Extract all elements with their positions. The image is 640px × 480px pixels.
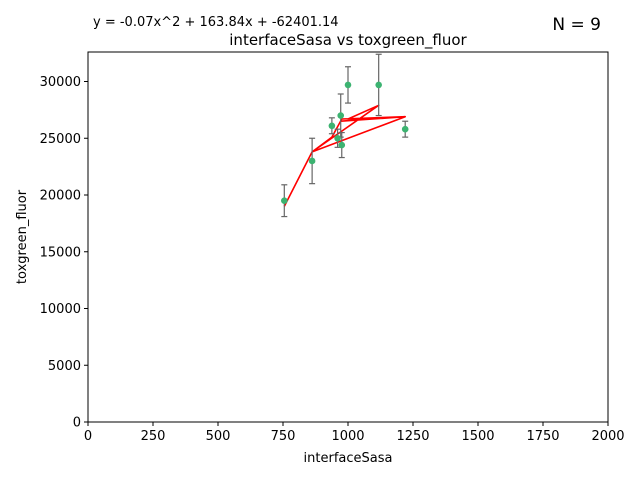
y-tick-label: 25000 bbox=[40, 132, 81, 147]
data-point bbox=[334, 134, 341, 142]
fit-equation: y = -0.07x^2 + 163.84x + -62401.14 bbox=[93, 15, 339, 30]
x-tick-label: 0 bbox=[84, 429, 92, 444]
fit-curve bbox=[283, 104, 407, 207]
x-tick-label: 2000 bbox=[591, 429, 624, 444]
y-tick-label: 20000 bbox=[40, 189, 81, 204]
y-tick-label: 5000 bbox=[48, 359, 81, 374]
data-point bbox=[337, 112, 345, 119]
x-axis-label: interfaceSasa bbox=[304, 451, 393, 466]
data-point bbox=[338, 141, 346, 149]
x-tick-label: 1500 bbox=[461, 429, 494, 444]
chart-title: interfaceSasa vs toxgreen_fluor bbox=[229, 31, 467, 50]
x-tick-label: 500 bbox=[206, 429, 231, 444]
x-tick-label: 750 bbox=[271, 429, 296, 444]
data-point bbox=[308, 157, 316, 165]
y-tick-label: 0 bbox=[73, 416, 81, 431]
x-tick-label: 1000 bbox=[331, 429, 364, 444]
fit-curve-layer bbox=[283, 104, 407, 207]
data-point bbox=[328, 122, 336, 130]
y-tick-label: 15000 bbox=[40, 245, 81, 260]
sample-count: N = 9 bbox=[552, 15, 601, 35]
data-point bbox=[344, 81, 352, 89]
axes: 0 250 500 750 1000 1250 1500 1750 20000500010000… bbox=[40, 51, 625, 444]
y-tick-label: 30000 bbox=[40, 75, 81, 90]
x-tick-label: 250 bbox=[141, 429, 166, 444]
y-tick-label: 10000 bbox=[40, 302, 81, 317]
data-point bbox=[375, 81, 382, 89]
data-point bbox=[401, 125, 409, 133]
points-layer bbox=[281, 81, 409, 204]
x-tick-label: 1250 bbox=[396, 429, 429, 444]
x-tick-label: 1750 bbox=[526, 429, 559, 444]
y-axis-label: toxgreen_fluor bbox=[15, 189, 30, 284]
data-point bbox=[281, 197, 288, 204]
